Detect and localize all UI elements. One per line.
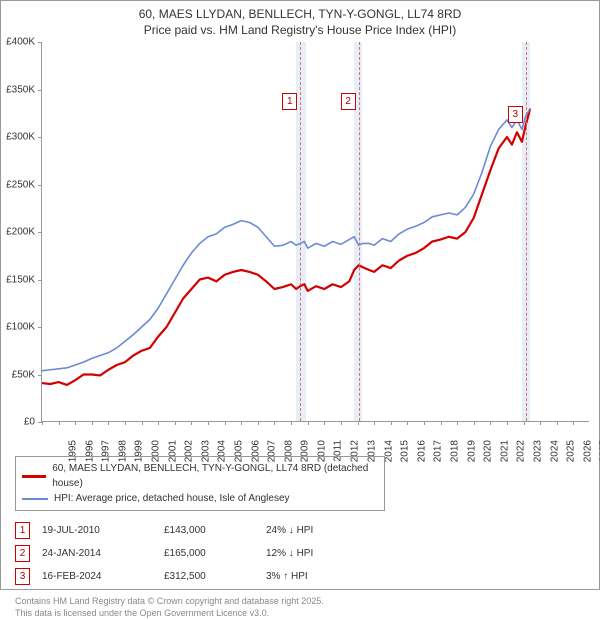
x-tick [208, 421, 209, 425]
y-tick [38, 375, 42, 376]
x-tick [540, 421, 541, 425]
x-tick [125, 421, 126, 425]
chart-marker-2: 2 [341, 93, 356, 110]
y-tick [38, 185, 42, 186]
marker-delta: 12% ↓ HPI [266, 542, 325, 565]
legend-item: HPI: Average price, detached house, Isle… [22, 491, 378, 506]
marker-price: £312,500 [164, 565, 266, 588]
x-tick [274, 421, 275, 425]
y-axis-label: £250K [6, 179, 35, 190]
marker-price: £143,000 [164, 519, 266, 542]
x-tick [142, 421, 143, 425]
marker-row: 3 16-FEB-2024£312,5003% ↑ HPI [15, 565, 325, 588]
x-tick [59, 421, 60, 425]
legend-label: HPI: Average price, detached house, Isle… [54, 491, 290, 506]
x-tick [407, 421, 408, 425]
marker-price: £165,000 [164, 542, 266, 565]
x-tick [341, 421, 342, 425]
marker-badge: 1 [15, 522, 30, 539]
marker-row: 1 19-JUL-2010£143,00024% ↓ HPI [15, 519, 325, 542]
x-tick [108, 421, 109, 425]
x-tick [158, 421, 159, 425]
marker-badge: 3 [15, 568, 30, 585]
series-price_paid [42, 109, 530, 385]
y-axis-label: £400K [6, 37, 35, 48]
x-tick [457, 421, 458, 425]
x-tick [441, 421, 442, 425]
x-tick [490, 421, 491, 425]
chart-area: 1995199619971998199920002001200220032004… [41, 42, 589, 422]
x-tick [92, 421, 93, 425]
x-tick [573, 421, 574, 425]
x-tick [524, 421, 525, 425]
chart-title: 60, MAES LLYDAN, BENLLECH, TYN-Y-GONGL, … [1, 1, 599, 38]
x-tick [241, 421, 242, 425]
sale-marker-line [300, 42, 301, 421]
y-axis-label: £300K [6, 132, 35, 143]
y-axis-label: £100K [6, 322, 35, 333]
x-tick [391, 421, 392, 425]
x-tick [474, 421, 475, 425]
x-tick [75, 421, 76, 425]
legend-item: 60, MAES LLYDAN, BENLLECH, TYN-Y-GONGL, … [22, 461, 378, 491]
legend-swatch [22, 498, 48, 500]
sale-marker-line [359, 42, 360, 421]
sale-marker-line [526, 42, 527, 421]
x-tick [424, 421, 425, 425]
plot-region: 1995199619971998199920002001200220032004… [41, 42, 589, 422]
x-tick [324, 421, 325, 425]
y-tick [38, 280, 42, 281]
y-axis-label: £50K [12, 369, 35, 380]
x-tick [175, 421, 176, 425]
legend-swatch [22, 475, 46, 478]
marker-date: 16-FEB-2024 [42, 565, 164, 588]
y-tick [38, 137, 42, 138]
legend-box: 60, MAES LLYDAN, BENLLECH, TYN-Y-GONGL, … [15, 456, 385, 511]
x-tick [507, 421, 508, 425]
y-axis-label: £350K [6, 84, 35, 95]
x-tick [358, 421, 359, 425]
y-axis-label: £200K [6, 227, 35, 238]
x-tick [258, 421, 259, 425]
legend-label: 60, MAES LLYDAN, BENLLECH, TYN-Y-GONGL, … [52, 461, 378, 491]
marker-delta: 3% ↑ HPI [266, 565, 325, 588]
marker-date: 24-JAN-2014 [42, 542, 164, 565]
y-tick [38, 327, 42, 328]
title-line-2: Price paid vs. HM Land Registry's House … [144, 23, 456, 37]
license-text: Contains HM Land Registry data © Crown c… [15, 596, 587, 619]
y-tick [38, 232, 42, 233]
y-axis-label: £0 [24, 417, 35, 428]
marker-date: 19-JUL-2010 [42, 519, 164, 542]
y-axis-label: £150K [6, 274, 35, 285]
x-tick [374, 421, 375, 425]
license-line-1: Contains HM Land Registry data © Crown c… [15, 596, 324, 606]
chart-marker-3: 3 [508, 106, 523, 123]
y-tick [38, 42, 42, 43]
chart-marker-1: 1 [282, 93, 297, 110]
line-series-svg [42, 42, 590, 422]
x-tick [557, 421, 558, 425]
x-tick [42, 421, 43, 425]
x-tick [308, 421, 309, 425]
title-line-1: 60, MAES LLYDAN, BENLLECH, TYN-Y-GONGL, … [139, 7, 462, 21]
below-chart: 60, MAES LLYDAN, BENLLECH, TYN-Y-GONGL, … [15, 456, 587, 619]
markers-table: 1 19-JUL-2010£143,00024% ↓ HPI 2 24-JAN-201… [15, 519, 325, 588]
chart-frame: 60, MAES LLYDAN, BENLLECH, TYN-Y-GONGL, … [0, 0, 600, 590]
x-tick [291, 421, 292, 425]
marker-badge: 2 [15, 545, 30, 562]
marker-row: 2 24-JAN-2014£165,00012% ↓ HPI [15, 542, 325, 565]
license-line-2: This data is licensed under the Open Gov… [15, 608, 269, 618]
marker-delta: 24% ↓ HPI [266, 519, 325, 542]
x-tick [225, 421, 226, 425]
x-tick [191, 421, 192, 425]
y-tick [38, 90, 42, 91]
